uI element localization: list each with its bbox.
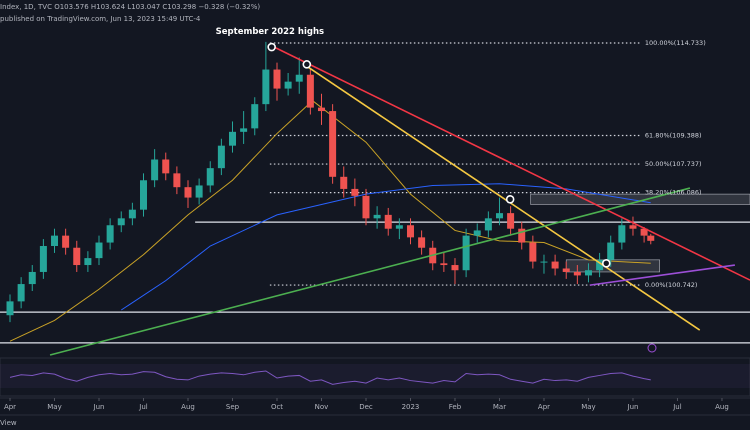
- footer-view: View: [0, 419, 17, 427]
- x-tick-label: Apr: [4, 403, 16, 411]
- zone: [530, 193, 750, 205]
- candle-body: [629, 225, 637, 229]
- candle-body: [373, 214, 381, 219]
- candle-body: [596, 259, 604, 271]
- x-tick-label: Jun: [627, 403, 639, 411]
- candle-body: [273, 69, 281, 89]
- plot-area: [0, 41, 750, 356]
- candle-body: [362, 195, 370, 219]
- rsi-panel: [0, 357, 750, 397]
- candle-body: [551, 261, 559, 269]
- pivot-marker: [267, 42, 276, 52]
- x-tick-label: Nov: [315, 403, 329, 411]
- candle-body: [95, 242, 103, 259]
- candle-body: [184, 187, 192, 198]
- x-tick-label: Mar: [493, 403, 506, 411]
- candle-body: [295, 74, 303, 82]
- candle-body: [151, 159, 159, 181]
- candle-body: [540, 261, 548, 263]
- candle-body: [51, 235, 59, 247]
- candle-body: [217, 145, 225, 169]
- x-tick-label: Sep: [226, 403, 240, 411]
- trendline: [304, 64, 701, 331]
- candle-body: [128, 209, 136, 219]
- x-tick-label: May: [581, 403, 595, 411]
- candle-body: [162, 159, 170, 174]
- candle-body: [406, 225, 414, 238]
- x-tick-label: Aug: [181, 403, 195, 411]
- header-symbol: Index, 1D, TVC O103.576 H103.624 L103.04…: [0, 3, 260, 11]
- trendline: [589, 264, 735, 286]
- candle-body: [73, 247, 81, 266]
- x-tick-label: Dec: [359, 403, 373, 411]
- fib-label: 61.80%(109.388): [645, 131, 702, 139]
- rsi-band: [0, 364, 750, 388]
- x-tick-label: Jun: [93, 403, 105, 411]
- fib-label: 38.20%(106.086): [645, 189, 702, 197]
- candle-body: [317, 107, 325, 112]
- candle-body: [329, 111, 337, 177]
- x-tick-label: Jul: [138, 403, 148, 411]
- candle-body: [106, 225, 114, 243]
- candle-body: [584, 270, 592, 276]
- candle-body: [529, 242, 537, 262]
- candle-body: [647, 235, 655, 241]
- trendline: [49, 187, 691, 356]
- x-tick-label: May: [47, 403, 61, 411]
- x-tick-label: Apr: [538, 403, 550, 411]
- candle-body: [206, 168, 214, 186]
- candle-body: [262, 69, 270, 105]
- candle-body: [473, 230, 481, 236]
- candle-body: [395, 225, 403, 229]
- fib-label: 100.00%(114.733): [645, 39, 706, 47]
- candle-body: [84, 258, 92, 266]
- fib-label: 0.00%(100.742): [645, 281, 698, 289]
- candle-body: [195, 185, 203, 198]
- candle-body: [117, 218, 125, 226]
- candle-body: [607, 242, 615, 260]
- candle-body: [418, 237, 426, 248]
- candle-body: [240, 128, 248, 132]
- candle-body: [573, 271, 581, 276]
- candle-body: [28, 271, 36, 285]
- pivot-marker: [601, 259, 611, 268]
- candle-body: [39, 246, 47, 272]
- x-tick-label: Aug: [715, 403, 729, 411]
- candle-body: [562, 268, 570, 272]
- rsi-line: [9, 370, 651, 385]
- candle-body: [507, 213, 515, 229]
- candle-body: [17, 284, 25, 302]
- candle-body: [495, 213, 503, 219]
- candle-body: [484, 218, 492, 231]
- candle-body: [340, 176, 348, 189]
- candle-body: [351, 188, 359, 196]
- candle-body: [451, 265, 459, 271]
- candle-body: [228, 131, 236, 146]
- candle-body: [251, 104, 259, 129]
- header-published: published on TradingView.com, Jun 13, 20…: [0, 15, 201, 23]
- x-tick-label: Oct: [271, 403, 283, 411]
- pivot-marker: [505, 194, 515, 204]
- x-tick-label: Feb: [449, 403, 462, 411]
- fib-label: 50.00%(107.737): [645, 160, 702, 168]
- candle-body: [462, 235, 470, 271]
- candle-body: [173, 173, 181, 188]
- candle-body: [62, 235, 70, 248]
- x-tick-label: 2023: [402, 403, 420, 411]
- candle-body: [384, 214, 392, 229]
- candle-body: [6, 301, 14, 316]
- trendline: [269, 44, 750, 281]
- pivot-marker: [302, 60, 312, 69]
- candle-body: [284, 81, 292, 89]
- candle-body: [640, 228, 648, 236]
- event-icon[interactable]: [647, 343, 657, 353]
- candle-body: [618, 225, 626, 243]
- x-tick-label: Jul: [672, 403, 682, 411]
- candle-body: [306, 74, 314, 108]
- candle-body: [518, 228, 526, 243]
- annotation: September 2022 highs: [216, 27, 324, 37]
- candle-body: [440, 263, 448, 266]
- candle-body: [140, 180, 148, 210]
